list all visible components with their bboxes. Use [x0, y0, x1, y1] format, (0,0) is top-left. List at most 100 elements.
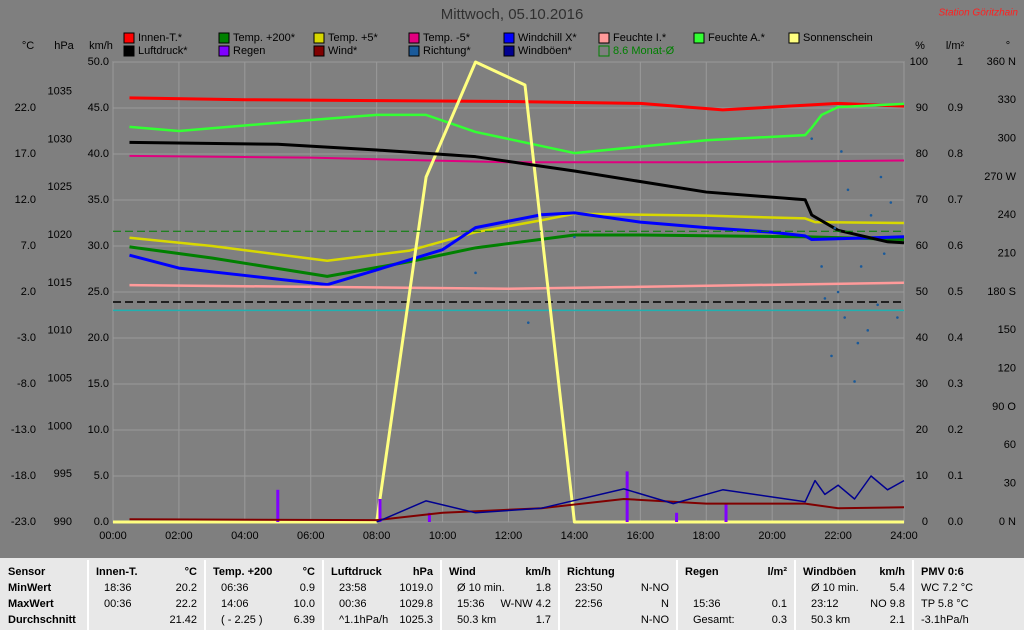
- direction-dot: [866, 329, 870, 332]
- direction-dot: [843, 316, 846, 319]
- y-tick-label: 0.4: [948, 332, 963, 344]
- y-tick-label: 180 S: [987, 286, 1016, 298]
- y-tick-label: 30.0: [88, 240, 109, 252]
- y-tick-label: 1035: [48, 86, 72, 98]
- legend-swatch: [123, 45, 135, 57]
- y-tick-label: -8.0: [17, 378, 36, 390]
- table-cell: 22.2: [176, 598, 197, 610]
- y-tick-label: 0.2: [948, 424, 963, 436]
- y-tick-label: 0.9: [948, 102, 963, 114]
- table-unit: km/h: [879, 566, 905, 578]
- table-cell: 0.3: [772, 614, 787, 626]
- legend-label: Sonnenschein: [803, 32, 873, 44]
- table-cell: 1019.0: [399, 582, 433, 594]
- y-tick-label: 0.0: [94, 516, 109, 528]
- direction-dot: [876, 303, 879, 307]
- legend-label: Feuchte I.*: [613, 32, 667, 44]
- legend-swatch: [503, 45, 515, 57]
- y-tick-label: 995: [54, 468, 72, 480]
- table-cell: NO 9.8: [870, 598, 905, 610]
- y-tick-label: 80: [916, 148, 928, 160]
- x-tick-label: 18:00: [692, 530, 720, 542]
- y-tick-label: 20: [916, 424, 928, 436]
- legend-label: Windböen*: [518, 45, 573, 57]
- table-cell: Gesamt:: [693, 614, 735, 626]
- table-cell: 1.8: [536, 582, 551, 594]
- x-tick-label: 14:00: [561, 530, 589, 542]
- direction-dot: [830, 354, 833, 358]
- series-line: [129, 96, 905, 112]
- direction-dot: [526, 321, 530, 324]
- y-tick-label: 70: [916, 194, 928, 206]
- table-header: Wind: [449, 566, 476, 578]
- table-cell: 5.4: [890, 582, 905, 594]
- x-tick-label: 20:00: [758, 530, 786, 542]
- table-cell: W-NW 4.2: [500, 598, 551, 610]
- y-tick-label: 50: [916, 286, 928, 298]
- rain-bar: [276, 489, 280, 522]
- series-line: [129, 281, 905, 291]
- legend-label: Temp. +200*: [233, 32, 296, 44]
- x-tick-label: 12:00: [495, 530, 523, 542]
- axis-unit: km/h: [89, 40, 113, 52]
- series-line: [129, 498, 905, 522]
- y-tick-label: -23.0: [11, 516, 36, 528]
- table-cell: 06:36: [221, 582, 249, 594]
- table-header: Sensor: [8, 566, 46, 578]
- legend-swatch: [218, 32, 230, 44]
- legend-swatch: [693, 32, 705, 44]
- y-tick-label: 90: [916, 102, 928, 114]
- x-tick-label: 24:00: [890, 530, 918, 542]
- y-tick-label: 360 N: [987, 56, 1016, 68]
- axis-unit: l/m²: [946, 40, 965, 52]
- rain-bar: [378, 499, 382, 522]
- x-tick-label: 10:00: [429, 530, 457, 542]
- table-cell: ( - 2.25 ): [221, 614, 263, 626]
- legend-swatch: [408, 45, 420, 57]
- series-line: [129, 140, 905, 245]
- y-tick-label: 35.0: [88, 194, 109, 206]
- table-cell: 50.3 km: [457, 614, 496, 626]
- direction-dot: [840, 150, 843, 153]
- table-cell: 2.1: [890, 614, 905, 626]
- legend-label: Temp. -5*: [423, 32, 471, 44]
- table-cell: 10.0: [294, 598, 315, 610]
- legend-label: Windchill X*: [518, 32, 577, 44]
- table-row-label: Durchschnitt: [8, 614, 76, 626]
- y-tick-label: 60: [1004, 439, 1016, 451]
- legend-swatch: [788, 32, 800, 44]
- table-cell: 15:36: [693, 598, 721, 610]
- y-tick-label: 120: [998, 363, 1016, 375]
- direction-dot: [820, 265, 823, 268]
- series-line: [376, 475, 905, 523]
- table-header: Luftdruck: [331, 566, 383, 578]
- y-tick-label: 2.0: [21, 286, 36, 298]
- legend-label: 8.6 Monat-Ø: [613, 45, 675, 57]
- y-tick-label: 30: [916, 378, 928, 390]
- legend-label: Regen: [233, 45, 265, 57]
- axis-unit: hPa: [54, 40, 74, 52]
- table-cell: N: [661, 598, 669, 610]
- table-cell: 0.1: [772, 598, 787, 610]
- y-tick-label: 10.0: [88, 424, 109, 436]
- y-tick-label: 15.0: [88, 378, 109, 390]
- y-tick-label: 150: [998, 324, 1016, 336]
- y-tick-label: 60: [916, 240, 928, 252]
- direction-dot: [810, 137, 814, 140]
- table-cell: 00:36: [339, 598, 367, 610]
- direction-dot: [846, 188, 850, 192]
- x-tick-label: 02:00: [165, 530, 193, 542]
- y-tick-label: 7.0: [21, 240, 36, 252]
- table-unit: l/m²: [767, 566, 787, 578]
- y-tick-label: 270 W: [984, 171, 1016, 183]
- direction-dot: [882, 252, 886, 255]
- legend-swatch: [218, 45, 230, 57]
- direction-dot: [869, 214, 873, 217]
- rain-bar: [724, 503, 728, 522]
- table-cell: ^1.1hPa/h: [339, 614, 388, 626]
- y-tick-label: 22.0: [15, 102, 36, 114]
- y-tick-label: 0.1: [948, 470, 963, 482]
- direction-dot: [853, 380, 856, 383]
- direction-dot: [859, 265, 863, 268]
